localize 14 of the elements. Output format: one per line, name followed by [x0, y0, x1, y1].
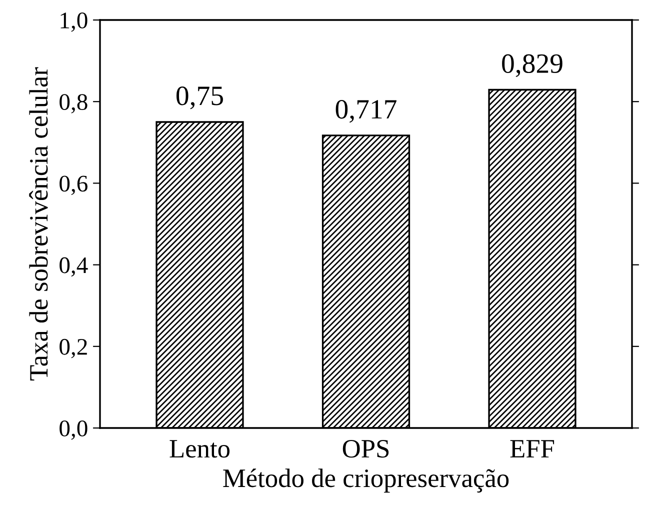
y-tick-label: 1,0	[60, 12, 88, 32]
data-label: 0,75	[176, 86, 223, 110]
y-tick-label: 0,6	[60, 176, 88, 196]
x-axis-title: Método de criopreservação	[223, 468, 509, 493]
data-label: 0,829	[502, 54, 562, 78]
x-tick-label: OPS	[342, 440, 389, 458]
y-tick-label: 0,4	[60, 257, 88, 277]
y-tick-label: 0,0	[60, 420, 88, 440]
data-label: 0,717	[336, 100, 396, 123]
x-tick-label: EFF	[510, 440, 554, 458]
y-tick-label: 0,8	[60, 94, 88, 114]
x-tick-label: Lento	[170, 440, 230, 458]
y-axis-title: Taxa de sobrevivência celular	[29, 67, 48, 380]
y-tick-label: 0,2	[60, 338, 87, 358]
